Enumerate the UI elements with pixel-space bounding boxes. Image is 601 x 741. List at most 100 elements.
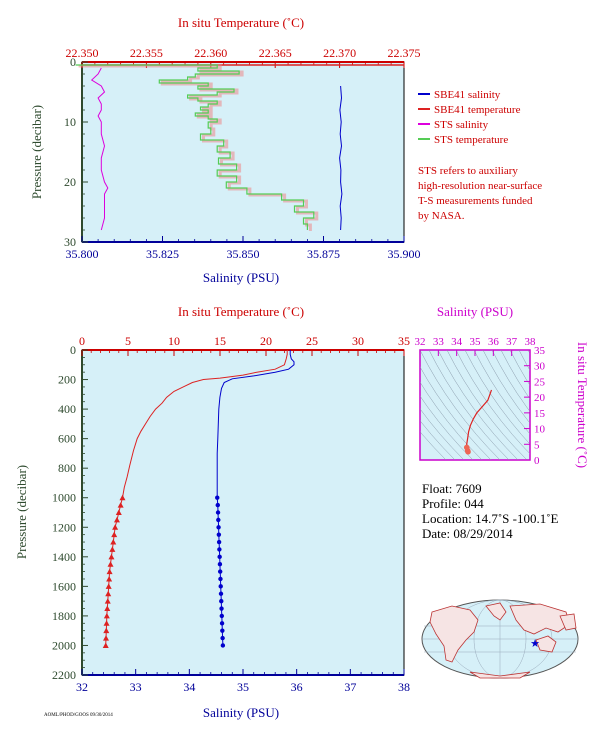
top-tick-label: 22.375: [388, 46, 421, 60]
p1-top-ticks: 22.350 22.355 22.360 22.365 22.370 22.375: [66, 46, 421, 68]
footer-code: AOML/PHOD/GOOS 09/30/2014: [44, 713, 113, 718]
salinity-marker: [217, 569, 223, 574]
ts-top-axis-label: Salinity (PSU): [437, 304, 513, 319]
temperature-marker: [112, 524, 119, 530]
density-contour: [420, 395, 474, 460]
top-tick-label: 33: [433, 336, 445, 348]
ts-top-ticks: 32 33 34 35 36 37 38: [415, 336, 537, 356]
bottom-tick-label: 35.800: [66, 247, 99, 261]
salinity-marker: [218, 576, 223, 582]
p1-bottom-ticks: 35.800 35.825 35.850 35.875 35.900: [66, 236, 421, 261]
density-contour: [420, 408, 465, 460]
top-tick-label: 35: [470, 336, 482, 348]
temperature-marker: [108, 553, 115, 560]
salinity-marker: [216, 532, 222, 537]
bottom-tick-label: 35.825: [146, 247, 179, 261]
temperature-marker: [106, 568, 113, 575]
legend-note-line: by NASA.: [418, 210, 465, 222]
salinity-marker: [220, 628, 225, 633]
ts-right-ticks: 0 5 10 15 20 25 30 35: [524, 345, 546, 467]
right-tick-label: 5: [534, 439, 540, 451]
info-location: Location: 14.7˚S -100.1˚E: [422, 511, 559, 526]
map-continents: [429, 602, 577, 679]
legend-label: SBE41 temperature: [434, 104, 521, 116]
p2-bottom-ticks: 32 33 34 35 36 37 38: [76, 669, 410, 694]
bottom-tick-label: 35.900: [388, 247, 421, 261]
left-tick-label: 10: [64, 115, 76, 129]
top-tick-label: 5: [125, 334, 131, 348]
legend-note-line: T-S measurements funded: [418, 195, 533, 207]
location-map: ★: [421, 599, 579, 679]
top-tick-label: 22.360: [194, 46, 227, 60]
top-tick-label: 38: [525, 336, 537, 348]
top-tick-label: 20: [260, 334, 272, 348]
density-contour: [420, 420, 456, 460]
density-contour: [420, 366, 492, 460]
left-tick-label: 600: [58, 432, 76, 446]
top-tick-label: 22.365: [259, 46, 292, 60]
temperature-marker: [103, 635, 110, 641]
bottom-tick-label: 35.875: [307, 247, 340, 261]
bottom-tick-label: 38: [398, 680, 410, 694]
info-profile: Profile: 044: [422, 496, 484, 511]
legend-note-line: STS refers to auxiliary: [418, 165, 518, 177]
salinity-marker: [217, 562, 223, 567]
temperature-marker: [111, 531, 118, 538]
left-tick-label: 400: [58, 402, 76, 416]
bottom-tick-label: 37: [344, 680, 356, 694]
float-location-marker: ★: [530, 638, 540, 650]
right-tick-label: 25: [534, 376, 546, 388]
ts-series-layer: [463, 389, 493, 455]
ts-diagram-panel: Salinity (PSU) 32 33 34 35 36 37 38 0 5 10 15 20 25…: [415, 304, 591, 468]
left-tick-label: 1200: [52, 520, 76, 534]
density-contour: [473, 350, 530, 435]
salinity-marker: [217, 547, 222, 552]
temperature-marker: [119, 494, 126, 501]
p2-series-layer: [102, 350, 295, 648]
top-tick-label: 34: [451, 336, 463, 348]
p2-top-axis-label: In situ Temperature (˚C): [178, 304, 304, 319]
temperature-marker: [117, 502, 124, 508]
ts-deep-point: [465, 449, 471, 455]
bottom-tick-label: 33: [130, 680, 142, 694]
right-tick-label: 0: [534, 455, 540, 467]
salinity-marker: [216, 517, 221, 523]
temperature-marker: [103, 627, 110, 634]
p2-plot-area: [81, 349, 405, 676]
temperature-marker: [103, 620, 110, 626]
right-tick-label: 30: [534, 361, 546, 373]
info-float: Float: 7609: [422, 481, 482, 496]
legend-note-line: high-resolution near-surface: [418, 180, 542, 192]
p1-left-ticks: 0 10 20 30: [64, 55, 88, 249]
left-tick-label: 2200: [52, 668, 76, 682]
salinity-marker: [218, 591, 224, 596]
p2-y-axis-label: Pressure (decibar): [14, 465, 29, 559]
density-contour: [428, 350, 510, 460]
temperature-marker: [105, 590, 112, 597]
bottom-tick-label: 34: [183, 680, 195, 694]
density-contour: [420, 350, 501, 460]
p1-series-layer: [75, 64, 404, 231]
full-depth-panel: In situ Temperature (˚C) 0 5 10 15 20 25 30 35 …: [14, 304, 410, 720]
top-tick-label: 35: [398, 334, 410, 348]
density-contour: [464, 350, 530, 445]
right-tick-label: 20: [534, 392, 546, 404]
temperature-marker: [110, 539, 117, 545]
right-tick-label: 35: [534, 345, 546, 357]
top-tick-label: 37: [506, 336, 518, 348]
bottom-tick-label: 35.850: [227, 247, 260, 261]
legend-note: STS refers to auxiliary high-resolution n…: [418, 165, 542, 222]
salinity-marker: [219, 598, 224, 604]
left-tick-label: 0: [70, 343, 76, 357]
density-contour: [518, 350, 530, 371]
bottom-tick-label: 35: [237, 680, 249, 694]
left-tick-label: 20: [64, 175, 76, 189]
salinity-marker: [220, 643, 226, 648]
temperature-marker: [107, 561, 114, 567]
legend: SBE41 salinity SBE41 temperature STS salin…: [418, 89, 521, 146]
density-contour: [482, 350, 530, 424]
temperature-marker: [103, 612, 110, 619]
salinity-marker: [215, 495, 220, 500]
